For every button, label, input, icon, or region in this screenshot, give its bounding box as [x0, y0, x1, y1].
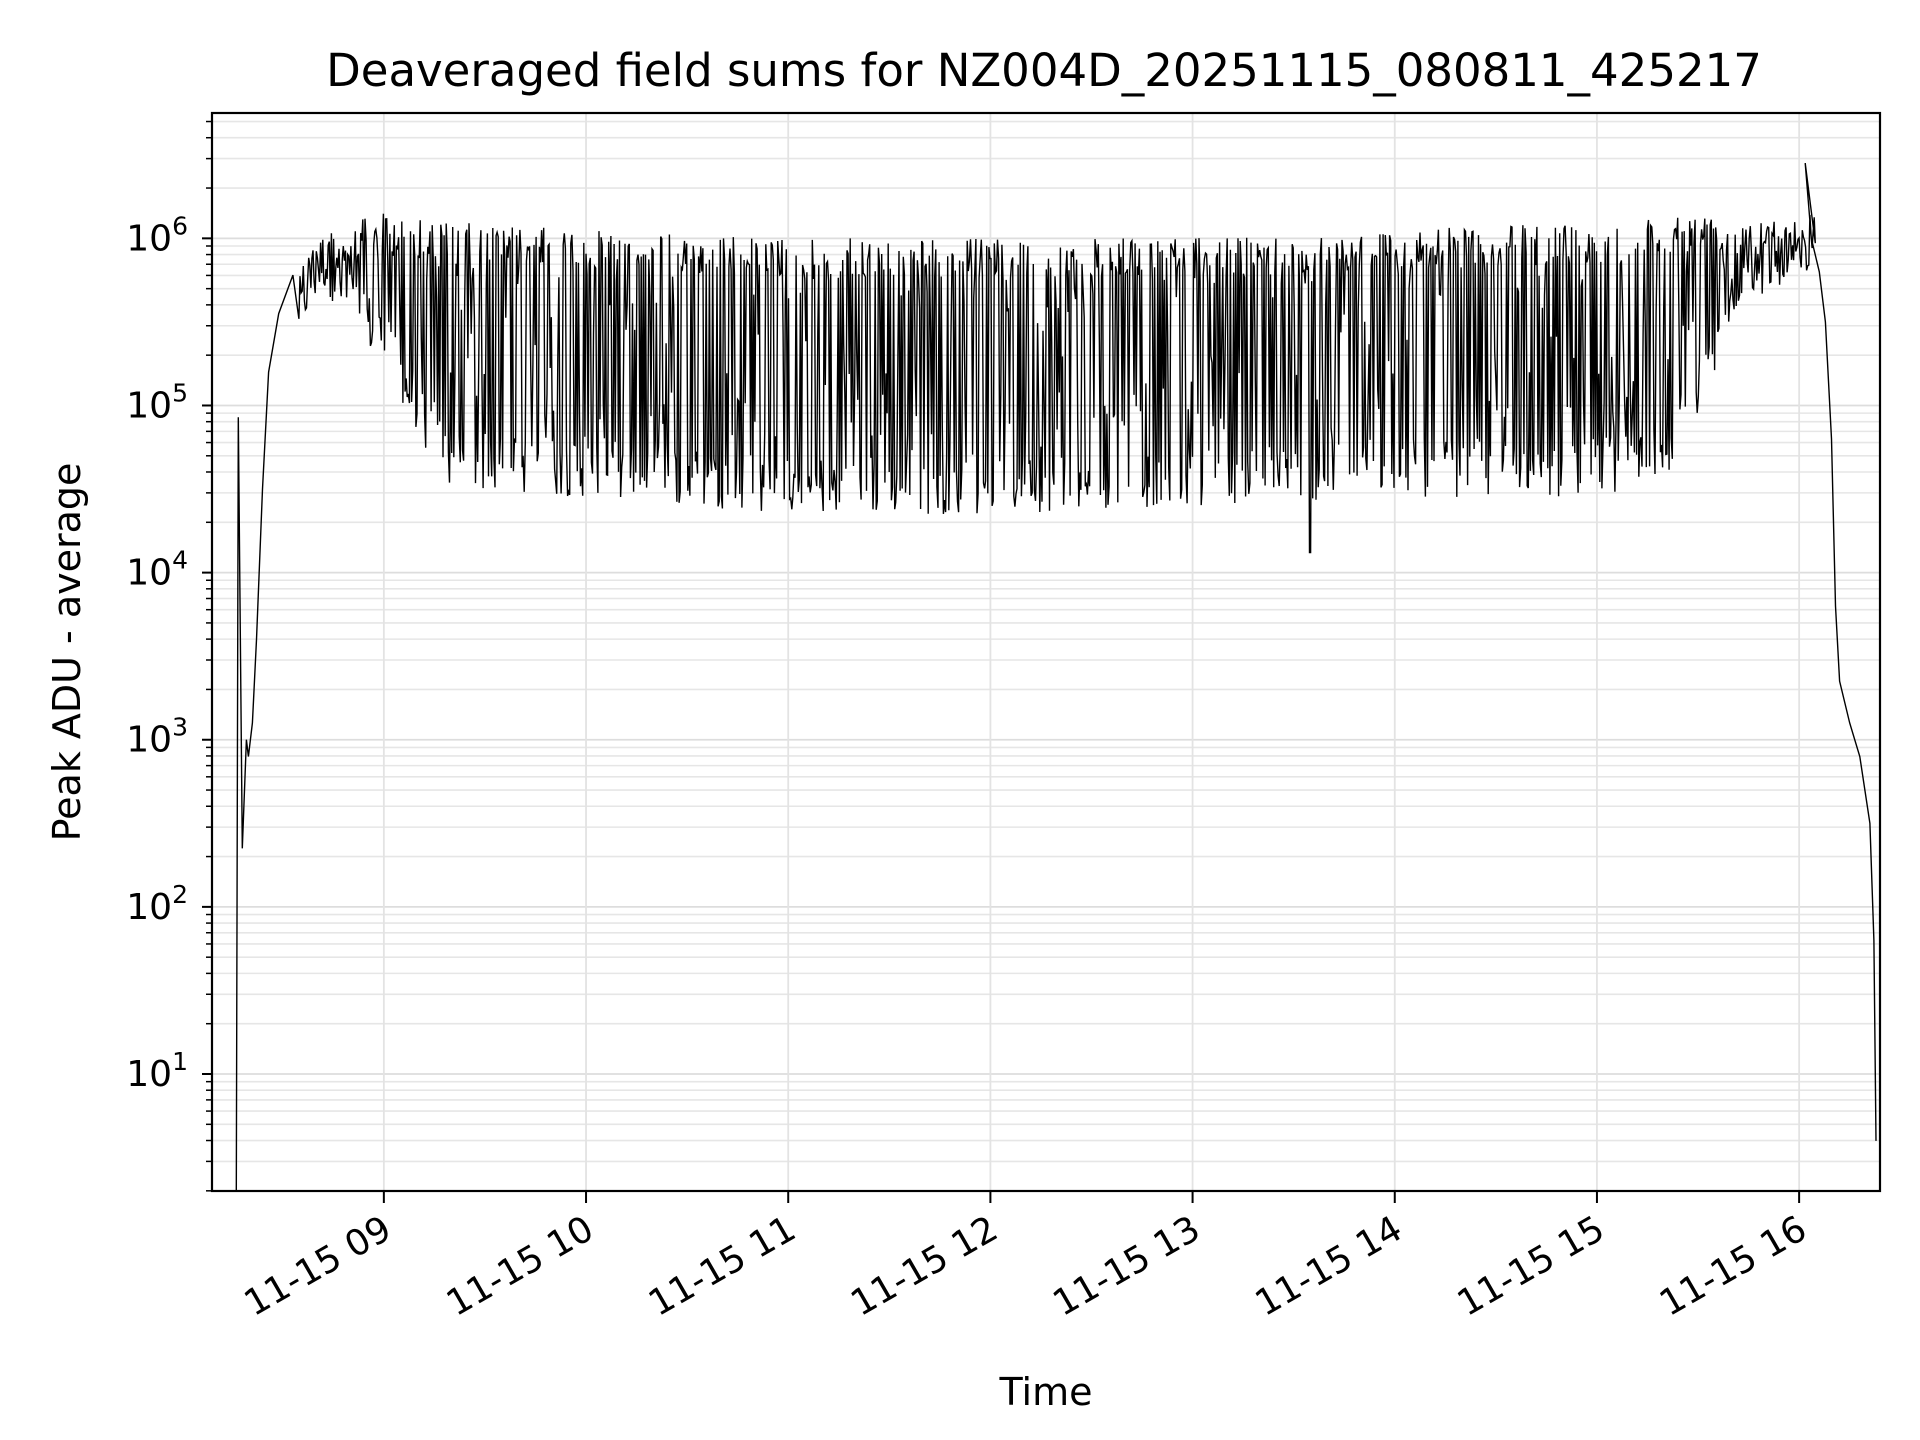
y-tick-label: 101: [126, 1047, 188, 1095]
x-axis-label: Time: [999, 1370, 1093, 1414]
chart-title: Deaveraged field sums for NZ004D_2025111…: [326, 44, 1762, 97]
x-tick-label: 11-15 16: [1653, 1208, 1814, 1324]
x-tick-label: 11-15 12: [844, 1208, 1005, 1324]
y-tick-label: 104: [126, 546, 188, 594]
y-axis: 101 102 103 104 105 106: [126, 120, 212, 1192]
x-tick-label: 11-15 10: [440, 1208, 601, 1324]
x-tick-label: 11-15 11: [642, 1208, 803, 1324]
x-tick-label: 11-15 09: [238, 1208, 399, 1324]
x-axis: 11-15 09 11-15 10 11-15 11 11-15 12 11-15 13…: [238, 1191, 1814, 1325]
y-axis-label: Peak ADU - average: [45, 463, 89, 842]
x-tick-label: 11-15 15: [1451, 1208, 1612, 1324]
x-tick-label: 11-15 13: [1046, 1208, 1207, 1324]
plot-frame: [210, 111, 1882, 1193]
y-tick-label: 102: [126, 880, 188, 928]
series-layer: [235, 163, 1877, 1192]
series-line: [235, 163, 1877, 1192]
x-tick-label: 11-15 14: [1249, 1208, 1410, 1324]
y-tick-label: 103: [126, 713, 188, 761]
y-tick-label: 105: [126, 378, 188, 426]
y-tick-label: 106: [126, 211, 188, 259]
